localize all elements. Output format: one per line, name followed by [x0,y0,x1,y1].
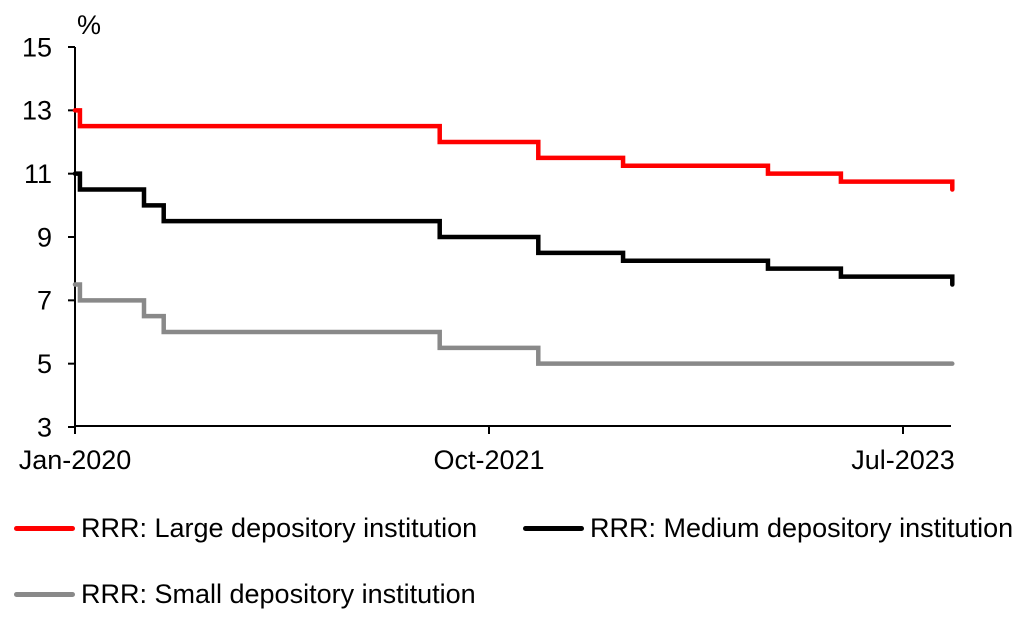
x-tick-label: Jul-2023 [851,445,955,475]
legend-label-large: RRR: Large depository institution [81,513,478,543]
x-tick-labels: Jan-2020 Oct-2021 Jul-2023 [19,445,955,475]
legend-swatch-small [14,591,75,597]
x-tick-label: Oct-2021 [433,445,544,475]
y-tick-label: 3 [37,412,52,442]
y-axis-unit-label: % [77,10,101,40]
series-line-1 [72,171,955,287]
series-lines [72,108,955,366]
legend-swatch-medium [523,525,584,531]
plot-area: % 3 5 7 9 11 13 15 Jan-2020 Oct-2021 Jul-2023 [19,10,955,475]
legend-label-medium: RRR: Medium depository institution [590,513,1014,543]
y-tick-label: 5 [37,349,52,379]
legend-item-medium: RRR: Medium depository institution [523,510,1013,546]
series-line-0 [72,108,955,192]
y-tick-label: 9 [37,222,52,252]
y-tick-label: 7 [37,286,52,316]
y-tick-label: 15 [22,32,52,62]
series-line-2 [72,282,955,366]
y-tick-label: 13 [22,96,52,126]
legend-item-large: RRR: Large depository institution [14,510,477,546]
x-tick-label: Jan-2020 [19,445,132,475]
legend-item-small: RRR: Small depository institution [14,576,476,612]
y-tick-label: 11 [24,159,52,189]
legend-swatch-large [14,525,75,531]
legend-label-small: RRR: Small depository institution [81,579,476,609]
y-tick-labels: 3 5 7 9 11 13 15 [22,32,52,442]
y-tick-marks [68,46,75,428]
x-tick-marks [74,427,904,434]
